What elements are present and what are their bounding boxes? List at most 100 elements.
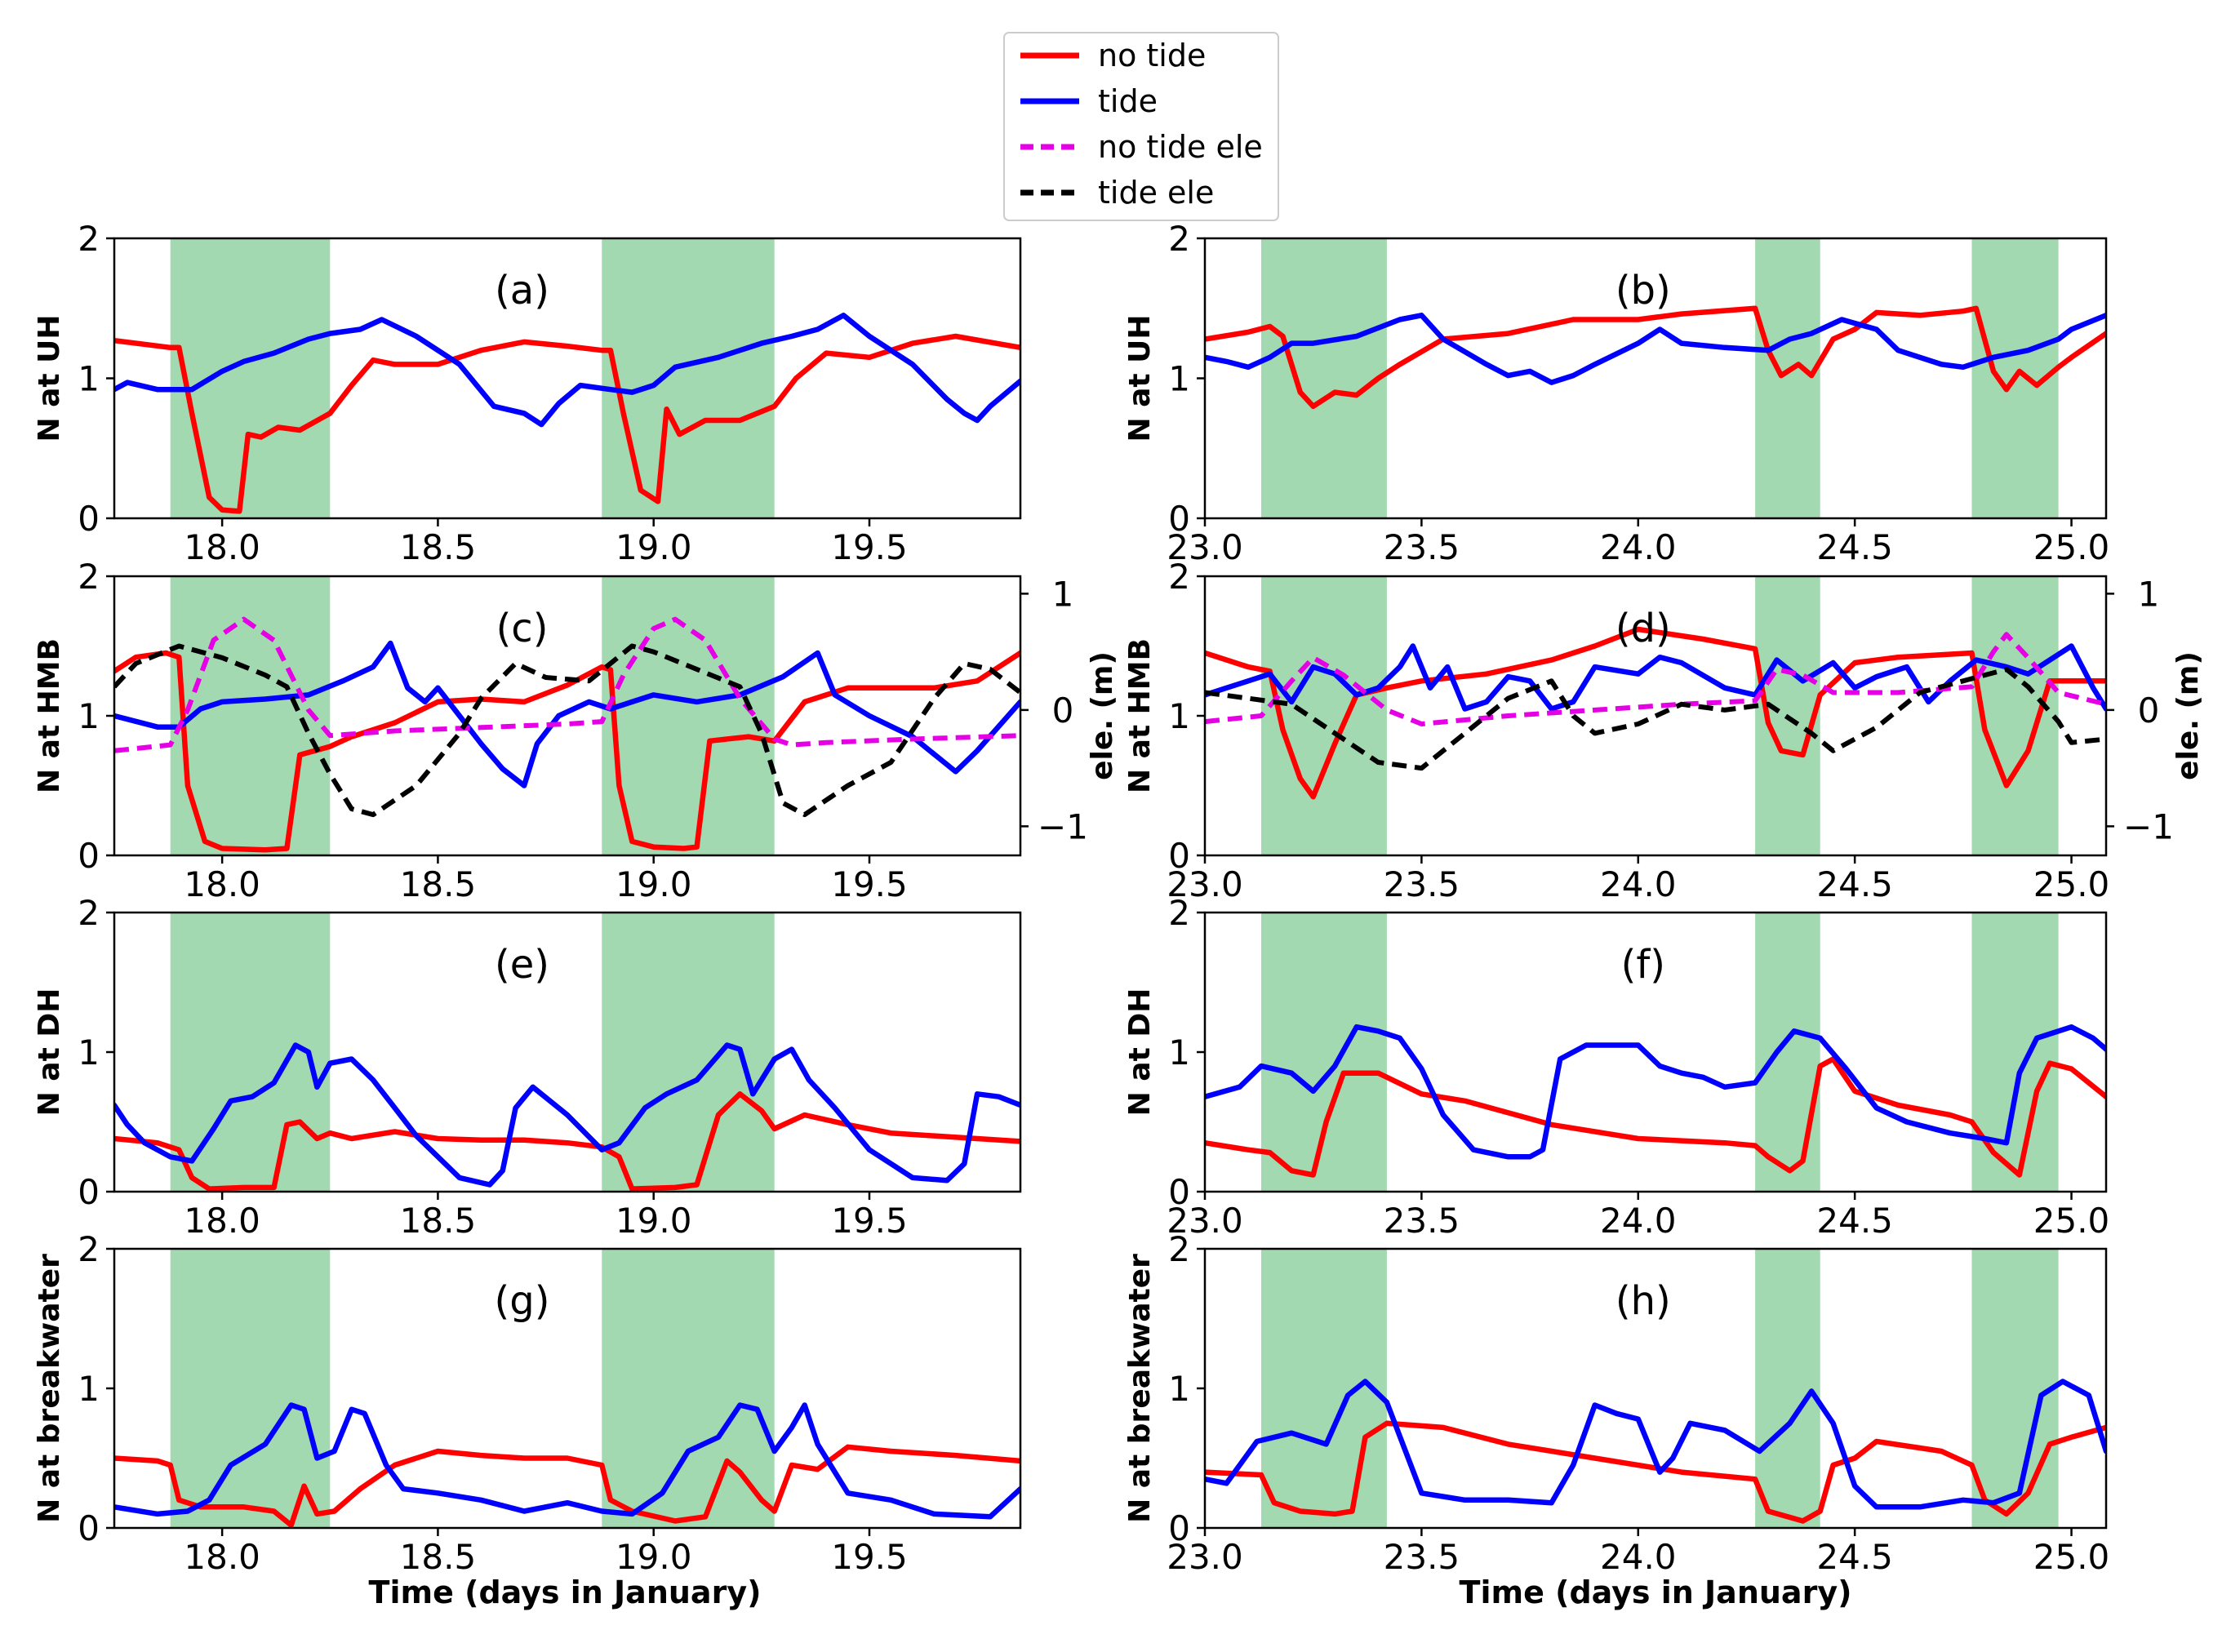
x-tick-label: 23.5 — [1384, 864, 1460, 904]
y-tick-label: 2 — [1168, 893, 1190, 933]
y-tick-label: 1 — [78, 359, 100, 399]
x-tick-label: 23.5 — [1384, 527, 1460, 567]
y-axis-label: N at DH — [33, 988, 66, 1117]
series-line-no-tide-ele — [1205, 632, 2106, 726]
shaded-band — [602, 238, 775, 518]
series-line-tide — [114, 313, 1020, 428]
series-line-no-tide — [114, 1444, 1020, 1528]
y-tick-label: 2 — [1168, 219, 1190, 259]
shaded-band — [1755, 238, 1820, 518]
x-tick-label: 19.5 — [831, 1201, 908, 1241]
legend-box — [1003, 32, 1279, 221]
series-line-no-tide-ele — [114, 616, 1020, 753]
y-tick-label: 1 — [1168, 359, 1190, 399]
y-tick-label: 2 — [1168, 557, 1190, 597]
panel-label: (b) — [1615, 268, 1671, 313]
x-tick-label: 24.5 — [1816, 864, 1893, 904]
series-line-tide — [1205, 643, 2106, 712]
legend-label: no tide ele — [1098, 129, 1263, 165]
x-tick-label: 24.5 — [1816, 527, 1893, 567]
panel-g: 18.0 18.5 19.0 19.5 0 1 2 N at breakwater (g) — [33, 1229, 1022, 1577]
series-line-tide — [114, 640, 1020, 788]
panel-label: (d) — [1615, 606, 1671, 651]
series-line-tide — [1205, 1024, 2106, 1160]
y-tick-label: 1 — [1168, 1032, 1190, 1072]
x-axis-label-left: Time (days in January) — [369, 1574, 762, 1610]
y-tick-label: 0 — [78, 499, 100, 539]
y-axis-label: N at HMB — [33, 638, 66, 793]
x-tick-label: 25.0 — [2033, 527, 2110, 567]
y-tick-label: 0 — [78, 1172, 100, 1212]
shaded-band — [1261, 1249, 1387, 1528]
x-tick-label: 18.5 — [400, 527, 477, 567]
x-tick-label: 18.5 — [400, 864, 477, 904]
y-tick-label: 0 — [1168, 1172, 1190, 1212]
y-tick-label: 2 — [78, 1229, 100, 1269]
shaded-band — [1755, 913, 1820, 1192]
shaded-band — [170, 1249, 331, 1528]
panel-label: (e) — [495, 942, 549, 988]
shaded-band — [602, 576, 775, 855]
x-axis-label-right: Time (days in January) — [1460, 1574, 1852, 1610]
y-tick-label: 1 — [78, 1369, 100, 1409]
series-line-tide — [114, 1402, 1020, 1520]
x-tick-label: 18.0 — [184, 527, 260, 567]
legend-label: no tide — [1098, 38, 1206, 73]
x-tick-label: 19.0 — [616, 864, 692, 904]
panel-e: 18.0 18.5 19.0 19.5 0 1 2 N at DH (e) — [33, 893, 1022, 1241]
x-tick-label: 18.0 — [184, 1537, 260, 1577]
x-tick-label: 23.0 — [1167, 1537, 1243, 1577]
y-tick-label: 2 — [78, 219, 100, 259]
x-tick-label: 24.5 — [1816, 1201, 1893, 1241]
x-tick-label: 18.5 — [400, 1201, 477, 1241]
series-line-tide — [1205, 313, 2106, 385]
panel-f: 23.0 23.5 24.0 24.5 25.0 0 1 2 N at DH (f) — [1123, 893, 2109, 1241]
y-tick-label: 1 — [1168, 1369, 1190, 1409]
legend-label: tide — [1098, 83, 1158, 119]
panel-label: (g) — [495, 1278, 550, 1324]
y-tick-label: 1 — [78, 696, 100, 736]
y-tick-label: 0 — [1168, 1508, 1190, 1548]
y2-axis-label: ele. (m) — [1086, 651, 1119, 780]
y2-tick-label: 0 — [1052, 691, 1074, 731]
y-tick-label: 1 — [1168, 696, 1190, 736]
series-line-tide — [114, 1042, 1020, 1188]
shaded-band — [1971, 913, 2059, 1192]
panel-label: (a) — [495, 268, 549, 313]
x-tick-label: 18.0 — [184, 864, 260, 904]
series-line-no-tide — [114, 1091, 1020, 1192]
y-tick-label: 0 — [1168, 499, 1190, 539]
x-tick-label: 23.5 — [1384, 1537, 1460, 1577]
y-axis-label: N at DH — [1123, 988, 1157, 1117]
y2-tick-label: 0 — [2138, 691, 2160, 731]
y-tick-label: 0 — [1168, 836, 1190, 876]
series-line-tide-ele — [1205, 667, 2106, 771]
panel-label: (h) — [1615, 1278, 1671, 1324]
x-tick-label: 18.0 — [184, 1201, 260, 1241]
y2-axis-label: ele. (m) — [2171, 651, 2205, 780]
x-tick-label: 23.0 — [1167, 527, 1243, 567]
x-tick-label: 25.0 — [2033, 1537, 2110, 1577]
x-tick-label: 19.5 — [831, 527, 908, 567]
x-tick-label: 23.0 — [1167, 864, 1243, 904]
legend-label: tide ele — [1098, 175, 1214, 211]
x-tick-label: 19.0 — [616, 1201, 692, 1241]
shaded-band — [602, 913, 775, 1192]
y-axis-label: N at HMB — [1123, 638, 1157, 793]
x-tick-label: 19.0 — [616, 1537, 692, 1577]
x-tick-label: 19.5 — [831, 864, 908, 904]
x-tick-label: 24.0 — [1600, 864, 1677, 904]
series-line-tide-ele — [114, 643, 1020, 818]
x-tick-label: 19.5 — [831, 1537, 908, 1577]
y-tick-label: 2 — [1168, 1229, 1190, 1269]
series-line-no-tide — [1205, 1056, 2106, 1178]
x-tick-label: 18.5 — [400, 1537, 477, 1577]
shaded-band — [1755, 1249, 1820, 1528]
panel-label: (c) — [496, 606, 549, 651]
series-line-no-tide — [1205, 626, 2106, 800]
shaded-band — [1261, 238, 1387, 518]
y-tick-label: 0 — [78, 1508, 100, 1548]
panel-b: 23.0 23.5 24.0 24.5 25.0 0 1 2 N at UH (b) — [1123, 219, 2109, 567]
panel-c: 18.0 18.5 19.0 19.5 0 1 2 −1 0 1 ele. (m) N at HMB (… — [33, 557, 1119, 904]
